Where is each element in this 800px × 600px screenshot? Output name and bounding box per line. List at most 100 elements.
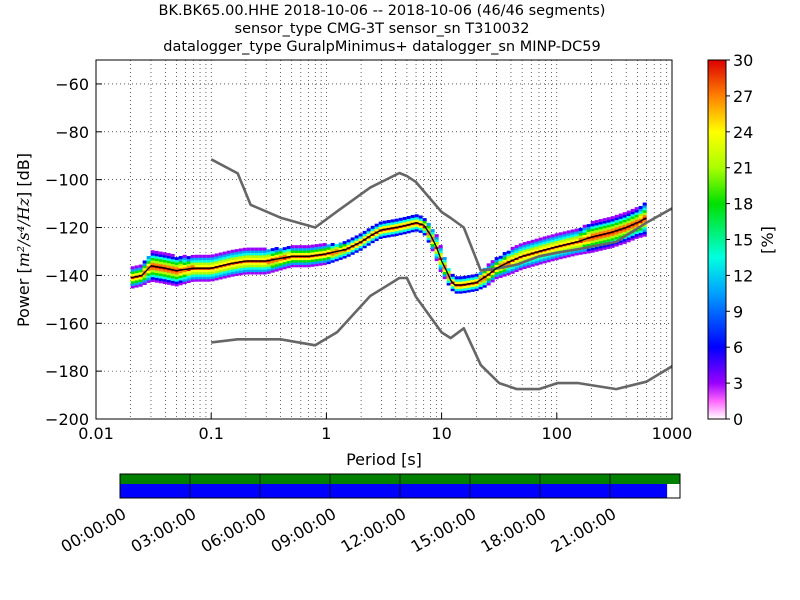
x-tick-label: 100	[542, 424, 573, 443]
psd-cell	[258, 252, 263, 256]
psd-cell	[186, 260, 191, 264]
psd-cell	[434, 234, 439, 238]
psd-cell	[622, 214, 627, 218]
psd-cell	[442, 268, 447, 272]
psd-cell	[310, 258, 315, 262]
psd-cell	[430, 245, 435, 249]
psd-cell	[530, 242, 535, 246]
psd-cell	[218, 252, 223, 256]
psd-cell	[574, 235, 579, 239]
psd-cell	[242, 254, 247, 258]
psd-cell	[518, 260, 523, 264]
psd-cell	[382, 232, 387, 236]
psd-cell	[526, 262, 531, 266]
psd-cell	[638, 206, 643, 210]
psd-cell	[442, 256, 447, 260]
psd-cell	[602, 246, 607, 250]
psd-cell	[202, 264, 207, 268]
psd-cell	[246, 247, 251, 251]
psd-cell	[590, 240, 595, 244]
psd-cell	[434, 238, 439, 242]
psd-cell	[314, 263, 319, 267]
psd-cell	[526, 245, 531, 249]
psd-cell	[182, 271, 187, 275]
psd-cell	[534, 245, 539, 249]
psd-cell	[230, 254, 235, 258]
psd-cell	[378, 233, 383, 237]
x-tick-label: 0.1	[198, 424, 223, 443]
psd-cell	[634, 223, 639, 227]
psd-cell	[362, 242, 367, 246]
psd-cell	[618, 225, 623, 229]
psd-cell	[306, 247, 311, 251]
psd-cell	[398, 229, 403, 233]
psd-cell	[166, 253, 171, 257]
psd-cell	[198, 276, 203, 280]
psd-cell	[426, 225, 431, 229]
psd-cell	[438, 266, 443, 270]
psd-cell	[630, 213, 635, 217]
psd-cell	[210, 273, 215, 277]
psd-cell	[386, 222, 391, 226]
psd-cell	[170, 282, 175, 286]
psd-cell	[602, 227, 607, 231]
psd-cell	[166, 272, 171, 276]
psd-cell	[362, 233, 367, 237]
psd-cell	[570, 229, 575, 233]
psd-cell	[502, 273, 507, 277]
psd-cell	[326, 261, 331, 265]
psd-cell	[206, 276, 211, 280]
psd-cell	[454, 278, 459, 282]
psd-cell	[246, 252, 251, 256]
psd-cell	[494, 264, 499, 268]
psd-cell	[214, 263, 219, 267]
psd-cell	[162, 254, 167, 258]
colorbar-tick-label: 30	[733, 51, 753, 70]
psd-cell	[538, 247, 543, 251]
psd-cell	[242, 257, 247, 261]
psd-cell	[378, 231, 383, 235]
psd-cell	[158, 268, 163, 272]
psd-cell	[402, 219, 407, 223]
psd-cell	[414, 226, 419, 230]
psd-cell	[634, 219, 639, 223]
psd-cell	[558, 256, 563, 260]
psd-cell	[518, 267, 523, 271]
psd-cell	[622, 224, 627, 228]
psd-cell	[614, 219, 619, 223]
psd-cell	[198, 278, 203, 282]
psd-cell	[542, 238, 547, 242]
psd-cell	[614, 224, 619, 228]
psd-cell	[222, 273, 227, 277]
psd-cell	[638, 217, 643, 221]
psd-cell	[402, 228, 407, 232]
psd-cell	[530, 249, 535, 253]
psd-cell	[550, 258, 555, 262]
psd-cell	[442, 273, 447, 277]
psd-cell	[622, 219, 627, 223]
noise-models	[130, 158, 672, 391]
psd-cell	[486, 270, 491, 274]
psd-cell	[258, 247, 263, 251]
psd-cell	[614, 233, 619, 237]
psd-cell	[390, 231, 395, 235]
psd-cell	[418, 227, 423, 231]
colorbar-tick-label: 3	[733, 374, 743, 393]
psd-cell	[250, 254, 255, 258]
psd-cell	[634, 207, 639, 211]
psd-cell	[290, 247, 295, 251]
psd-cell	[178, 272, 183, 276]
psd-cell	[638, 215, 643, 219]
psd-cell	[162, 276, 167, 280]
psd-cell	[606, 217, 611, 221]
psd-cell	[362, 230, 367, 234]
psd-cell	[566, 237, 571, 241]
psd-cell	[226, 255, 231, 259]
psd-cell	[346, 248, 351, 252]
psd-cell	[522, 263, 527, 267]
psd-cell	[162, 252, 167, 256]
psd-cell	[614, 236, 619, 240]
psd-cell	[258, 271, 263, 275]
psd-cell	[154, 253, 159, 257]
psd-cell	[298, 249, 303, 253]
